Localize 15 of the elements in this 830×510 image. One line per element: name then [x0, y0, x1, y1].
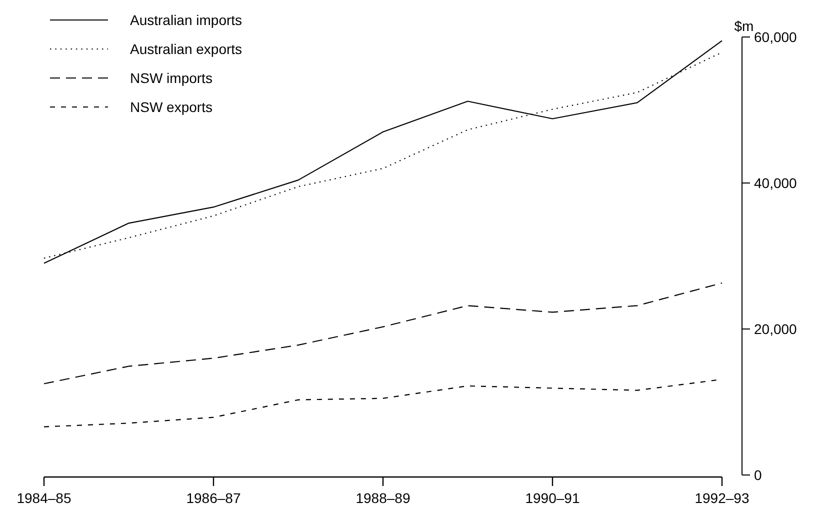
y-axis-title: $m: [734, 18, 754, 34]
legend-label: Australian exports: [130, 41, 242, 57]
y-tick-label: 20,000: [754, 321, 798, 337]
y-tick-label: 60,000: [754, 29, 798, 45]
y-tick-label: 0: [754, 467, 762, 483]
x-tick-label: 1992–93: [694, 490, 750, 506]
x-tick-label: 1984–85: [16, 490, 72, 506]
legend-label: NSW imports: [130, 70, 212, 86]
legend-label: Australian imports: [130, 12, 242, 28]
y-tick-label: 40,000: [754, 175, 798, 191]
x-tick-label: 1990–91: [525, 490, 580, 506]
x-tick-label: 1986–87: [186, 490, 241, 506]
x-tick-label: 1988–89: [356, 490, 410, 506]
line-series: [43, 282, 723, 384]
legend-label: NSW exports: [130, 99, 212, 115]
